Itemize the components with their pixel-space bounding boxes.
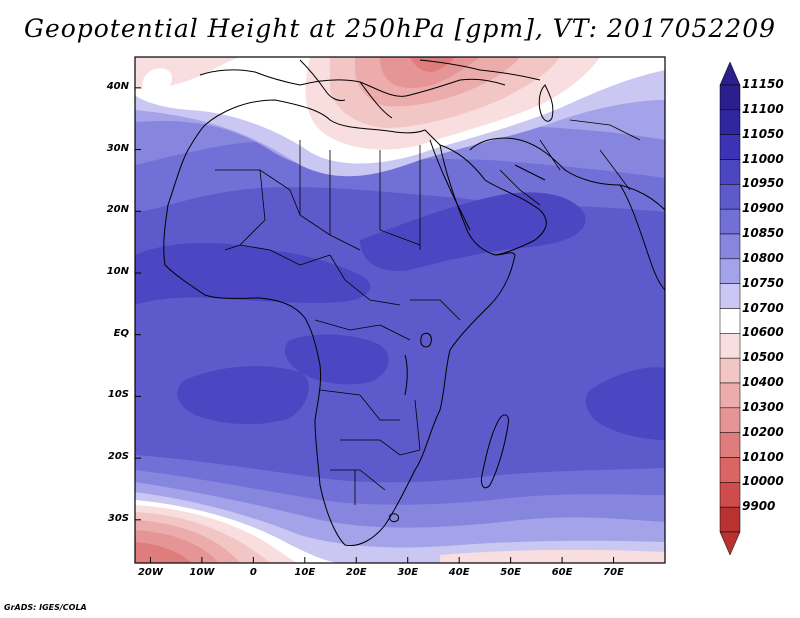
lon-label: 20E [345, 567, 367, 578]
plot-frame [134, 56, 666, 564]
colorbar-label: 11100 [742, 101, 784, 116]
colorbar-box [719, 333, 741, 359]
credit-text: GrADS: IGES/COLA [4, 603, 87, 612]
lon-label: 60E [551, 567, 573, 578]
colorbar-label: 10600 [742, 325, 784, 340]
map-title: Geopotential Height at 250hPa [gpm], VT:… [23, 14, 777, 43]
colorbar-box [719, 184, 741, 210]
colorbar-label: 11050 [742, 126, 784, 141]
lon-label: 50E [500, 567, 521, 578]
colorbar [719, 61, 741, 556]
colorbar-label: 10950 [742, 176, 784, 191]
colorbar-box [719, 308, 741, 334]
country-borders [215, 119, 641, 505]
colorbar-label: 10300 [742, 399, 784, 414]
colorbar-label: 11150 [742, 77, 784, 91]
colorbar-label: 10000 [742, 474, 784, 489]
colorbar-box [719, 407, 741, 433]
lat-label: 10S [107, 389, 129, 401]
colorbar-top-arrow [719, 61, 741, 86]
colorbar-box [719, 382, 741, 409]
lon-label: 0 [249, 567, 257, 578]
colorbar-label: 10900 [742, 201, 784, 216]
colorbar-label: 9900 [742, 499, 776, 514]
lat-label: 30N [106, 142, 129, 154]
colorbar-label: 10100 [742, 449, 784, 464]
colorbar-box [719, 84, 741, 111]
lon-label: 10E [294, 567, 316, 578]
lon-label: 10W [189, 567, 215, 578]
colorbar-box [719, 432, 741, 458]
lat-label: 30S [107, 512, 129, 524]
colorbar-label: 11000 [742, 151, 784, 166]
colorbar-box [719, 258, 741, 284]
axis-ticks [135, 87, 615, 563]
colorbar-label: 10800 [742, 250, 784, 265]
lat-label: 20N [106, 204, 129, 216]
colorbar-label: 10400 [742, 375, 784, 389]
colorbar-box [719, 159, 741, 185]
colorbar-label: 10500 [742, 350, 784, 365]
colorbar-box [719, 283, 741, 309]
lon-label: 30E [397, 567, 419, 578]
colorbar-box [719, 109, 741, 135]
colorbar-label: 10200 [742, 424, 784, 439]
height-field [135, 57, 665, 563]
colorbar-box [719, 357, 741, 384]
lon-label: 70E [603, 567, 624, 578]
colorbar-box [719, 506, 741, 533]
colorbar-label: 10850 [742, 226, 784, 240]
colorbar-label: 10700 [742, 300, 784, 315]
lon-label: 20W [137, 567, 163, 578]
lat-label: 40N [106, 80, 129, 92]
lat-label: 10N [106, 265, 129, 277]
colorbar-box [719, 233, 741, 260]
colorbar-label: 10750 [742, 275, 784, 290]
colorbar-box [719, 457, 741, 483]
coastlines [163, 59, 665, 547]
colorbar-bottom-arrow [719, 531, 741, 556]
lon-label: 40E [448, 567, 470, 578]
lat-label: 20S [107, 451, 129, 463]
colorbar-box [719, 134, 741, 160]
lat-label: EQ [113, 327, 129, 339]
colorbar-box [719, 482, 741, 508]
colorbar-box [719, 208, 741, 235]
